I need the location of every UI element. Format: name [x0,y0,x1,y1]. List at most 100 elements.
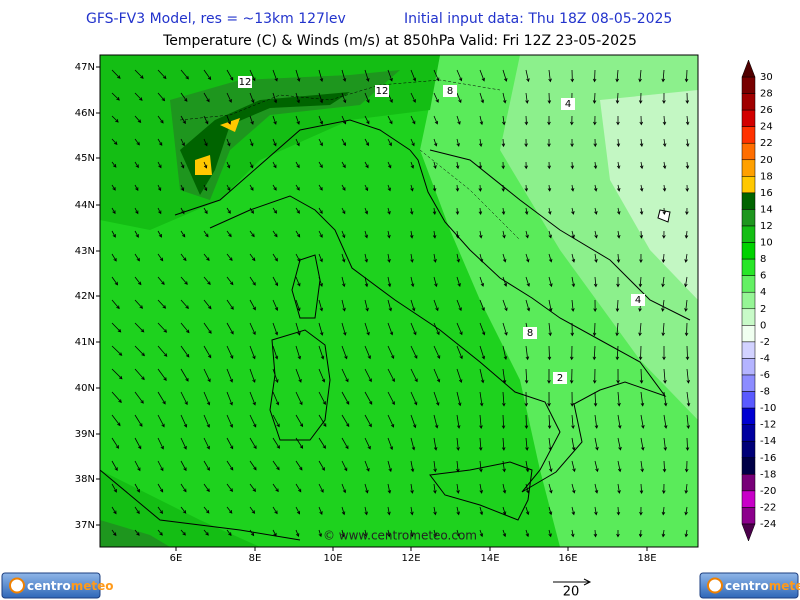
wind-arrow [295,92,300,104]
wind-arrow [571,207,575,215]
colorbar-band [741,291,756,310]
wind-arrow [638,276,643,288]
lat-label: 37N [75,520,95,531]
wind-arrow [501,414,506,430]
colorbar-band [741,391,756,409]
wind-arrow [318,460,325,471]
wind-arrow [616,506,621,516]
wind-arrow [341,322,347,336]
wind-arrow [525,69,530,83]
wind-arrow [387,529,391,538]
wind-arrow [157,506,164,514]
wind-arrow [180,92,188,102]
wind-arrow [364,391,373,405]
wind-arrow [456,92,462,104]
watermark: © www.centrometeo.com [323,529,477,543]
contour-label: 8 [447,86,453,97]
lon-label: 18E [637,553,656,564]
wind-arrow [615,92,620,104]
contour-label-box [238,76,252,88]
wind-arrow [617,414,622,429]
colorbar-band [741,93,756,111]
wind-arrow [592,92,597,104]
wind-arrow [272,414,280,428]
wind-arrow [226,276,234,286]
wind-arrow [432,207,437,215]
wind-arrow [525,253,530,263]
wind-arrow [318,483,324,493]
wind-arrow [341,276,346,288]
wind-arrow [661,529,666,538]
wind-arrow [295,184,300,191]
wind-arrow [226,69,234,81]
wind-arrow [456,276,461,287]
wind-arrow [501,184,506,192]
colorbar-label: 16 [760,188,773,199]
wind-arrow [479,460,483,473]
wind-arrow [111,161,117,168]
colorbar-band [741,242,756,260]
wind-arrow [364,69,370,82]
wind-arrow [318,345,325,360]
wind-arrow [180,414,188,428]
wind-arrow [525,276,530,287]
wind-arrow [478,184,483,192]
lat-label: 43N [75,246,95,257]
wind-arrow [594,230,598,239]
wind-arrow [479,230,483,239]
wind-arrow [318,506,323,515]
wind-arrow [639,115,644,126]
wind-arrow [592,322,597,337]
wind-arrow [111,460,118,472]
wind-arrow [272,391,280,406]
wind-arrow [639,253,643,263]
colorbar-label: 10 [760,238,773,249]
wind-arrow [295,299,301,312]
wind-arrow [226,414,233,428]
wind-arrow [662,483,666,494]
wind-arrow [180,437,187,450]
wind-arrow [111,69,121,79]
wind-arrow [318,138,323,147]
wind-arrow [134,230,139,238]
wind-arrow [593,115,597,126]
wind-arrow [524,368,529,384]
wind-arrow [157,460,164,472]
colorbar-band [741,457,756,475]
lat-label: 47N [75,62,95,73]
wind-arrow [524,115,529,126]
wind-arrow [547,92,552,104]
wind-arrow [387,230,391,239]
wind-arrow [341,414,350,428]
wind-arrow [547,115,551,126]
wind-arrow [524,138,528,148]
wind-arrow [364,368,372,383]
wind-arrow [661,253,666,263]
wind-arrow [387,437,394,451]
wind-arrow [364,460,370,472]
wind-arrow [364,506,368,516]
wind-arrow [570,115,574,126]
wind-arrow [433,368,441,383]
wind-arrow [570,161,575,170]
wind-arrow [226,299,234,310]
wind-arrow [455,230,460,239]
wind-arrow [456,414,461,429]
wind-arrow [433,69,440,82]
lon-label: 14E [480,553,499,564]
wind-arrow [295,230,301,238]
lon-label: 8E [249,553,262,564]
wind-arrow [203,299,212,310]
wind-arrow [502,299,508,312]
wind-arrow [203,92,210,103]
colorbar-label: 28 [760,89,773,100]
wind-arrow [594,414,599,429]
wind-arrow [433,437,438,451]
wind-arrow [663,368,667,384]
wind-arrow [180,391,188,406]
wind-arrow [663,414,668,429]
wind-arrow [341,115,347,125]
wind-arrow [502,230,506,239]
wind-arrow [410,506,414,516]
logo [699,572,799,599]
